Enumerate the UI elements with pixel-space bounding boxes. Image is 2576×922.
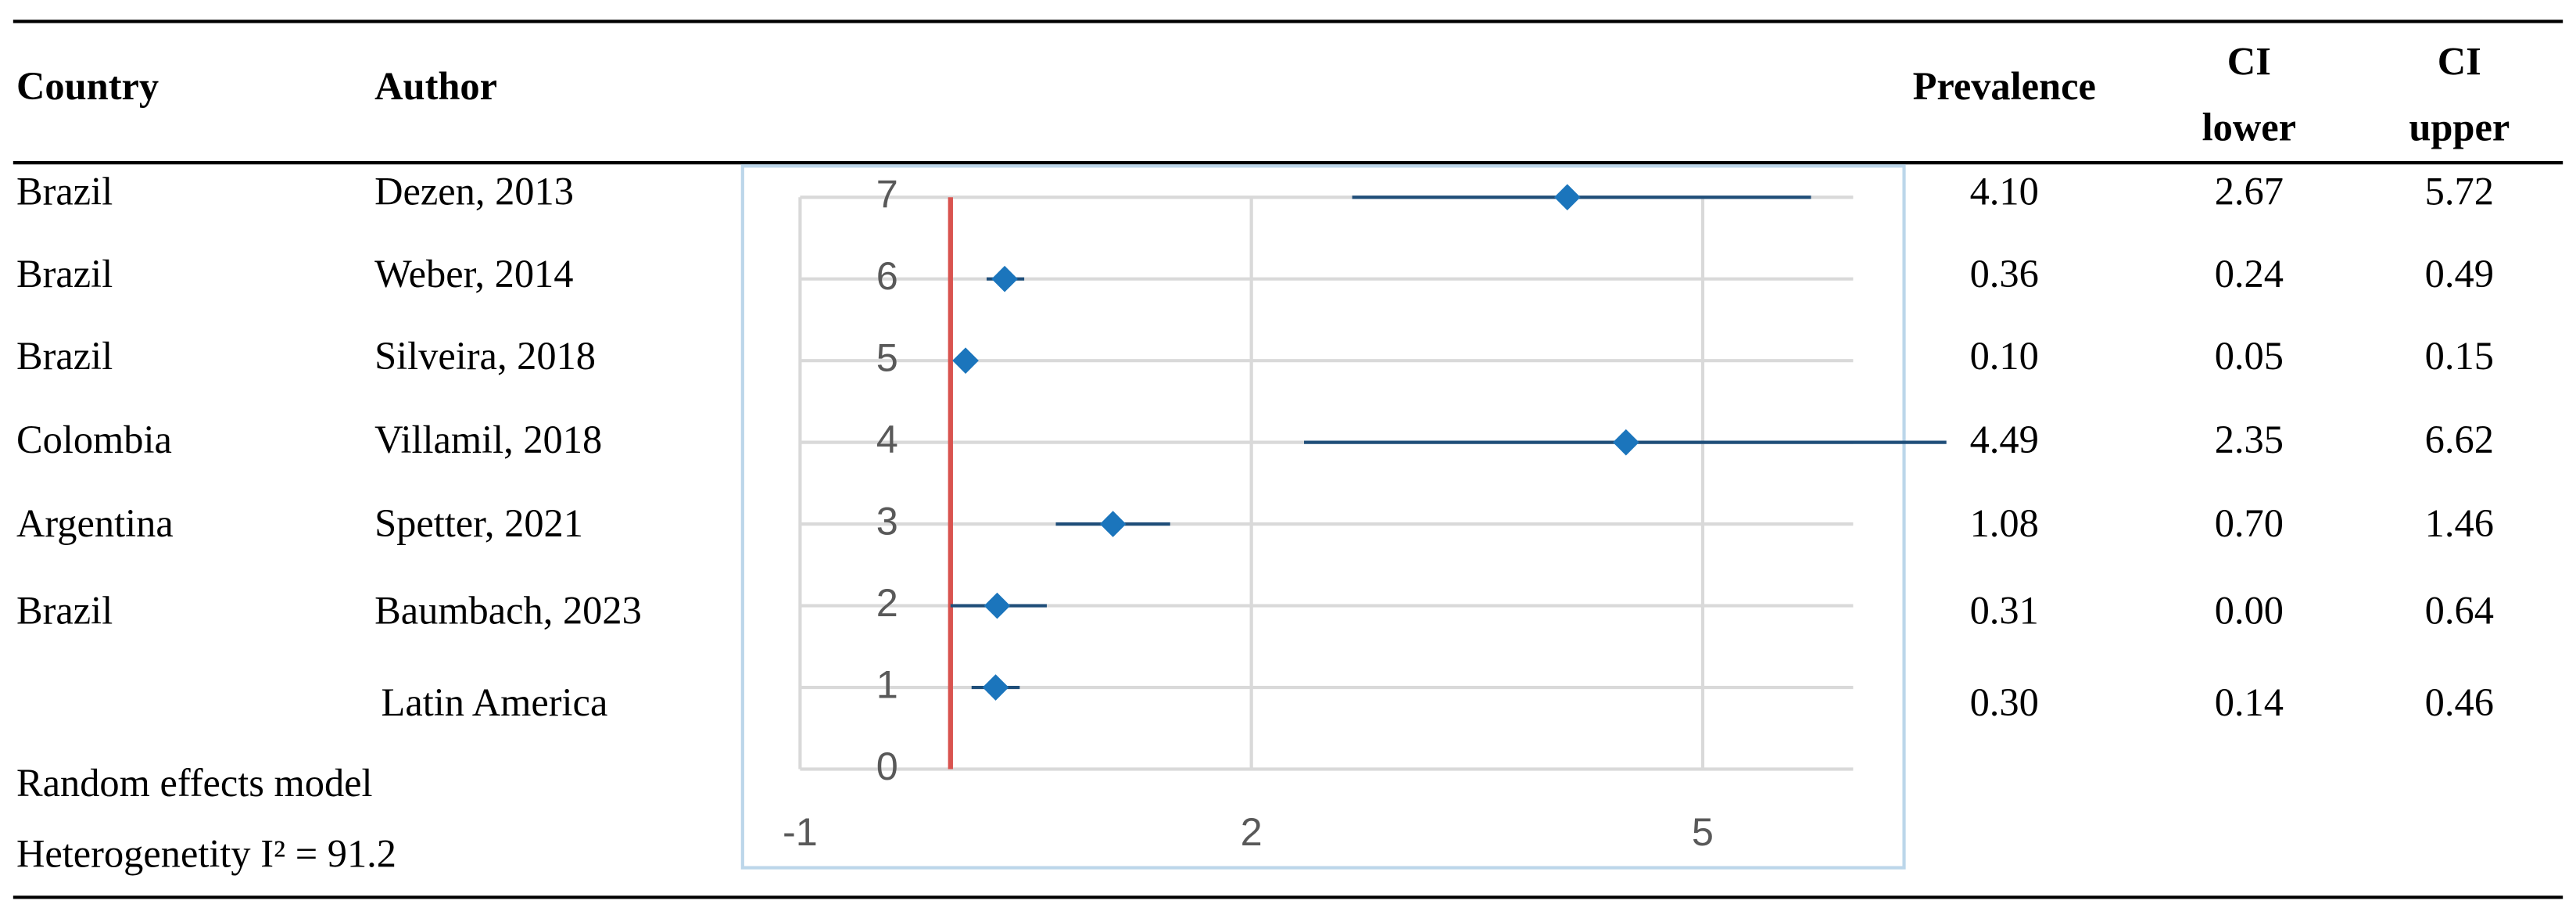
column-header: Country — [16, 64, 159, 108]
author: Silveira, 2018 — [374, 334, 596, 378]
ci-upper: 0.49 — [2425, 252, 2494, 296]
country: Brazil — [16, 252, 113, 296]
author: Latin America — [382, 680, 608, 724]
ci-upper: 1.46 — [2425, 501, 2494, 545]
footer-note: Random effects model — [16, 761, 373, 805]
ci-lower: 0.05 — [2215, 334, 2284, 378]
column-header: Prevalence — [1913, 64, 2096, 108]
y-tick-label: 4 — [876, 417, 898, 461]
y-tick-label: 3 — [876, 498, 898, 543]
prevalence: 0.31 — [1970, 589, 2039, 633]
plot-frame — [740, 164, 1906, 870]
country: Colombia — [16, 418, 172, 461]
prevalence: 4.49 — [1970, 418, 2039, 461]
country: Brazil — [16, 170, 113, 213]
country: Brazil — [16, 334, 113, 378]
author: Weber, 2014 — [374, 252, 573, 296]
ci-upper: 0.15 — [2425, 334, 2494, 378]
ci-lower: 2.35 — [2215, 418, 2284, 461]
ci-upper: 5.72 — [2425, 170, 2494, 213]
column-header: lower — [2202, 106, 2296, 149]
point-estimate — [952, 347, 979, 374]
x-tick-label: 5 — [1692, 809, 1714, 854]
prevalence: 0.10 — [1970, 334, 2039, 378]
ci-lower: 0.70 — [2215, 501, 2284, 545]
footer-note: Heterogenetity I² = 91.2 — [16, 832, 396, 876]
y-tick-label: 1 — [876, 662, 898, 706]
prevalence: 4.10 — [1970, 170, 2039, 213]
country: Brazil — [16, 589, 113, 633]
author: Spetter, 2021 — [374, 501, 583, 545]
country: Argentina — [16, 501, 174, 545]
point-estimate — [1613, 429, 1639, 456]
ci-upper: 0.46 — [2425, 680, 2494, 724]
column-header: upper — [2409, 106, 2510, 149]
column-header: CI — [2438, 40, 2481, 84]
y-tick-label: 0 — [876, 744, 898, 788]
y-tick-label: 7 — [876, 172, 898, 217]
point-estimate — [991, 265, 1018, 292]
ci-upper: 6.62 — [2425, 418, 2494, 461]
ci-lower: 0.24 — [2215, 252, 2284, 296]
author: Baumbach, 2023 — [374, 589, 642, 633]
point-estimate — [1553, 184, 1581, 211]
author: Villamil, 2018 — [374, 418, 602, 461]
prevalence: 1.08 — [1970, 501, 2039, 545]
column-header: Author — [374, 64, 497, 108]
prevalence: 0.30 — [1970, 680, 2039, 724]
point-estimate — [982, 674, 1009, 701]
x-tick-label: -1 — [783, 809, 818, 854]
ci-upper: 0.64 — [2425, 589, 2494, 633]
author: Dezen, 2013 — [374, 170, 574, 213]
column-header: CI — [2227, 40, 2271, 84]
prevalence: 0.36 — [1970, 252, 2039, 296]
ci-lower: 2.67 — [2215, 170, 2284, 213]
point-estimate — [983, 592, 1011, 619]
ci-lower: 0.14 — [2215, 680, 2284, 724]
y-tick-label: 2 — [876, 580, 898, 625]
y-tick-label: 6 — [876, 253, 898, 298]
point-estimate — [1099, 511, 1127, 537]
ci-lower: 0.00 — [2215, 589, 2284, 633]
x-tick-label: 2 — [1241, 809, 1263, 854]
y-tick-label: 5 — [876, 335, 898, 379]
